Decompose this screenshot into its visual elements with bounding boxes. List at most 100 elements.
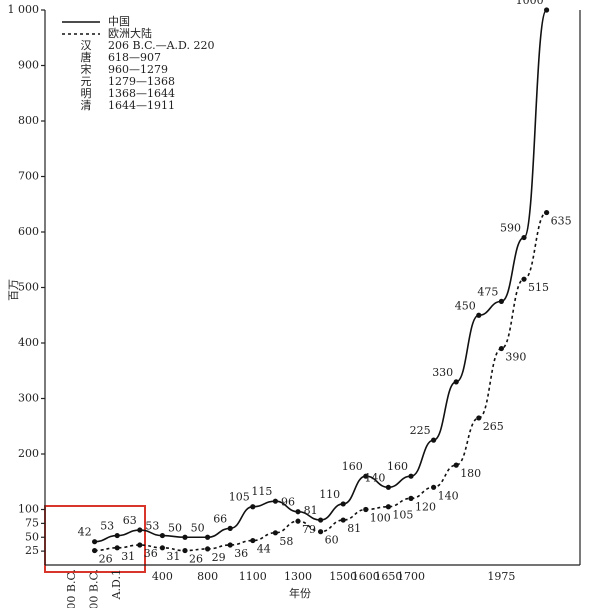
data-label: 140 xyxy=(438,489,459,502)
data-point xyxy=(295,509,301,515)
data-point xyxy=(114,545,120,551)
data-point xyxy=(521,234,527,241)
data-point xyxy=(114,532,120,539)
series-line xyxy=(94,9,548,543)
data-label: 225 xyxy=(410,424,431,437)
y-tick-label: 25 xyxy=(25,544,39,557)
data-point xyxy=(340,501,346,507)
data-label: 110 xyxy=(319,488,340,501)
y-tick-label: 300 xyxy=(18,392,39,405)
data-point xyxy=(137,542,143,548)
data-label: 63 xyxy=(123,514,137,527)
data-point xyxy=(295,518,301,524)
x-tick-label: 1100 xyxy=(239,570,267,583)
data-label: 515 xyxy=(528,281,549,294)
data-label: 53 xyxy=(145,520,159,533)
data-point xyxy=(385,484,391,490)
dynasty-name: 清 xyxy=(81,99,92,112)
data-point xyxy=(521,276,527,282)
data-label: 105 xyxy=(392,509,413,522)
dynasty-name: 汉 xyxy=(81,39,92,52)
dynasty-period: 206 B.C.—A.D. 220 xyxy=(108,39,214,52)
x-tick-label: 1300 xyxy=(284,570,312,583)
y-tick-label: 700 xyxy=(18,170,39,183)
data-label: 42 xyxy=(78,526,92,539)
y-tick-label: 200 xyxy=(18,447,39,460)
data-point xyxy=(227,525,233,531)
y-tick-label: 75 xyxy=(25,516,39,529)
data-label: 79 xyxy=(302,523,316,536)
x-axis-label: 年份 xyxy=(289,586,311,600)
data-point xyxy=(431,484,437,490)
data-point xyxy=(544,7,550,13)
y-tick-label: 800 xyxy=(18,114,39,127)
data-label: 160 xyxy=(387,460,408,473)
data-point xyxy=(159,545,165,551)
data-point xyxy=(363,473,369,479)
data-label: 26 xyxy=(189,553,203,566)
y-tick-label: 600 xyxy=(18,225,39,238)
data-label: 50 xyxy=(168,521,182,534)
data-label: 44 xyxy=(257,543,271,556)
data-point xyxy=(453,379,459,385)
x-tick-label: 1600 xyxy=(352,570,380,583)
data-point xyxy=(498,345,504,352)
data-label: 120 xyxy=(415,500,436,513)
dynasty-name: 唐 xyxy=(81,50,92,64)
x-tick-label: 1700 xyxy=(397,570,425,583)
data-point xyxy=(318,529,324,535)
data-point xyxy=(137,527,143,533)
dynasty-period: 960—1279 xyxy=(108,63,168,76)
y-tick-label: 900 xyxy=(18,59,39,72)
data-point xyxy=(272,530,278,536)
data-label: 29 xyxy=(212,551,226,564)
data-label: 60 xyxy=(325,534,339,547)
y-tick-label: 500 xyxy=(18,281,39,294)
data-point xyxy=(363,506,369,513)
dynasty-name: 宋 xyxy=(81,62,92,76)
dynasty-name: 明 xyxy=(81,87,92,100)
data-point xyxy=(182,547,188,554)
data-label: 590 xyxy=(500,222,521,235)
data-label: 1000 xyxy=(516,0,544,7)
data-point xyxy=(340,517,346,523)
dynasty-name: 元 xyxy=(81,75,92,88)
data-label: 100 xyxy=(370,512,391,525)
data-label: 26 xyxy=(99,553,113,566)
data-label: 31 xyxy=(121,550,135,563)
data-point xyxy=(250,537,256,544)
x-tick-label: 1500 xyxy=(329,570,357,583)
data-label: 31 xyxy=(166,550,180,563)
data-label: 96 xyxy=(281,496,295,509)
data-label: 450 xyxy=(455,299,476,312)
x-tick-label: 800 xyxy=(197,570,218,583)
dynasty-period: 1368—1644 xyxy=(108,87,175,100)
data-point xyxy=(408,473,414,479)
x-tick-label: 200 B.C. xyxy=(88,569,101,608)
x-tick-label: 1975 xyxy=(487,570,515,583)
x-tick-label: 1650 xyxy=(374,570,402,583)
data-point xyxy=(227,542,233,548)
data-point xyxy=(318,517,324,523)
y-tick-label: 400 xyxy=(18,336,39,349)
data-point xyxy=(205,546,211,552)
data-point xyxy=(544,209,550,216)
dynasty-period: 1644—1911 xyxy=(108,99,175,112)
data-label: 81 xyxy=(304,504,318,517)
legend-label: 中国 xyxy=(108,15,130,28)
data-label: 58 xyxy=(279,535,293,548)
x-tick-label: 400 xyxy=(152,570,173,583)
data-label: 36 xyxy=(144,547,158,560)
data-label: 36 xyxy=(234,547,248,560)
data-label: 635 xyxy=(551,215,572,228)
data-label: 475 xyxy=(477,285,498,298)
y-tick-label: 100 xyxy=(18,503,39,516)
data-point xyxy=(385,504,391,510)
data-point xyxy=(431,437,437,443)
x-tick-label: 400 B.C. xyxy=(65,569,78,608)
data-point xyxy=(92,547,98,554)
legend-label: 欧洲大陆 xyxy=(108,26,152,40)
y-tick-label: 1 000 xyxy=(8,3,40,16)
data-point xyxy=(498,298,504,304)
data-label: 53 xyxy=(100,520,114,533)
